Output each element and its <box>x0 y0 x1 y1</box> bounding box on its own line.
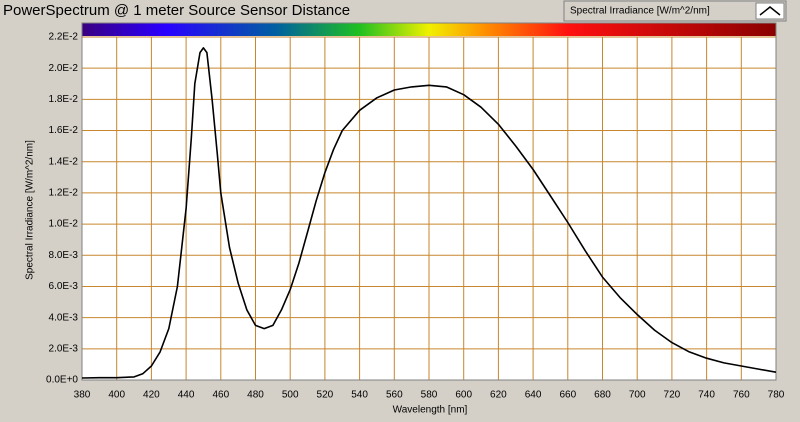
x-tick-label: 700 <box>629 390 646 401</box>
y-tick-label: 0.0E+0 <box>46 375 78 386</box>
x-tick-label: 380 <box>74 390 91 401</box>
y-tick-label: 1.4E-2 <box>49 156 79 167</box>
x-tick-label: 500 <box>282 390 299 401</box>
x-tick-label: 600 <box>455 390 472 401</box>
x-tick-label: 460 <box>212 390 229 401</box>
x-tick-label: 680 <box>594 390 611 401</box>
y-tick-label: 1.0E-2 <box>49 219 79 230</box>
y-axis-title: Spectral Irradiance [W/m^2/nm] <box>25 140 36 280</box>
x-tick-label: 480 <box>247 390 264 401</box>
x-tick-label: 580 <box>421 390 438 401</box>
y-tick-label: 1.8E-2 <box>49 94 79 105</box>
spectrum-band <box>82 23 776 36</box>
y-tick-label: 8.0E-3 <box>49 250 79 261</box>
y-tick-label: 2.0E-3 <box>49 343 79 354</box>
x-tick-label: 720 <box>664 390 681 401</box>
x-tick-label: 420 <box>143 390 160 401</box>
legend <box>563 0 787 22</box>
chart-title: PowerSpectrum @ 1 meter Source Sensor Di… <box>3 2 350 19</box>
x-tick-label: 660 <box>559 390 576 401</box>
legend-swatch-box <box>755 2 785 20</box>
x-tick-label: 540 <box>351 390 368 401</box>
x-tick-label: 780 <box>768 390 785 401</box>
x-axis-title: Wavelength [nm] <box>393 405 468 416</box>
x-tick-label: 560 <box>386 390 403 401</box>
y-tick-label: 2.0E-2 <box>49 63 79 74</box>
x-tick-label: 760 <box>733 390 750 401</box>
plot-frame <box>81 22 777 381</box>
y-tick-label: 1.2E-2 <box>49 188 79 199</box>
data-line <box>81 47 777 379</box>
x-tick-label: 620 <box>490 390 507 401</box>
x-tick-label: 400 <box>108 390 125 401</box>
y-tick-label: 4.0E-3 <box>49 312 79 323</box>
y-tick-label: 6.0E-3 <box>49 281 79 292</box>
legend-swatch <box>759 6 781 16</box>
legend-label: Spectral Irradiance [W/m^2/nm] <box>570 6 710 17</box>
y-tick-label: 1.6E-2 <box>49 125 79 136</box>
x-tick-label: 740 <box>698 390 715 401</box>
y-tick-label: 2.2E-2 <box>49 32 79 43</box>
x-tick-label: 640 <box>525 390 542 401</box>
x-tick-label: 440 <box>178 390 195 401</box>
x-tick-label: 520 <box>317 390 334 401</box>
